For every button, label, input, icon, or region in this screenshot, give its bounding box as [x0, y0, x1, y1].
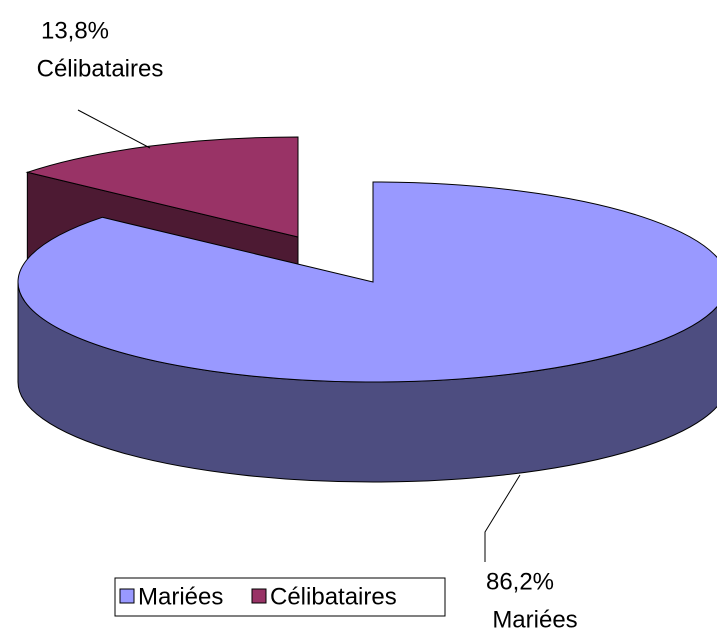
leader-line [484, 474, 521, 562]
legend-swatch [119, 588, 135, 604]
legend-box [114, 577, 446, 617]
legend-swatch [251, 588, 267, 604]
legend-label: Célibataires [270, 583, 397, 610]
labels: 86,2% Mariées 13,8% Célibataires [37, 17, 578, 633]
data-label: 13,8% [41, 17, 109, 44]
data-label-name: Mariées [492, 606, 577, 633]
data-label: 86,2% [486, 568, 554, 595]
slice-top [17, 181, 717, 383]
slice-top [25, 136, 299, 238]
pie [17, 136, 717, 483]
data-label-name: Célibataires [37, 55, 164, 82]
legend: Mariées Célibataires [119, 583, 397, 610]
leader-line [77, 109, 151, 149]
slice [17, 181, 717, 483]
legend-label: Mariées [138, 583, 223, 610]
